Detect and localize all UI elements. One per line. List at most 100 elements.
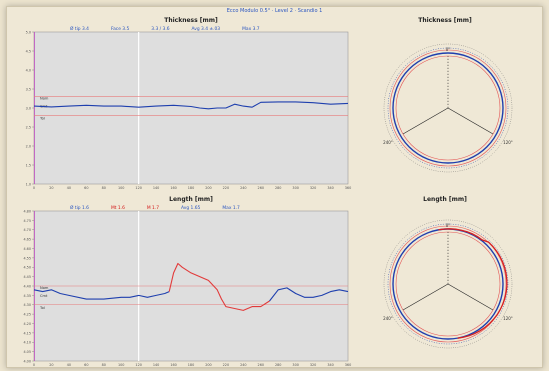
bottom-xtick-9: 180: [188, 363, 194, 367]
top-stat-4: Max 3.7: [242, 27, 260, 32]
top-xtick-6: 120: [135, 186, 141, 190]
bottom-xtick-3: 60: [84, 363, 88, 367]
top-ytick-1: 4.5: [26, 49, 31, 53]
top-ytick-7: 1.5: [26, 163, 31, 167]
top-ytick-2: 4.0: [26, 68, 31, 72]
top-tol-label-0: Nom: [40, 97, 49, 101]
bottom-ytick-0: 4.80: [23, 209, 31, 213]
top-stat-1: Face 3.5: [110, 27, 130, 32]
bottom-xtick-7: 140: [153, 363, 159, 367]
bottom-stat-0: Ø tip 1.6: [70, 206, 89, 211]
polar-thickness-outer-ring: [383, 43, 513, 173]
top-ytick-4: 3.0: [26, 106, 31, 110]
top-plot-area: [33, 31, 349, 185]
polar-length-deviation-arc: [438, 228, 508, 339]
top-xtick-9: 180: [188, 186, 194, 190]
bottom-xtick-10: 200: [205, 363, 211, 367]
bottom-ytick-4: 4.60: [23, 247, 31, 251]
top-xtick-17: 340: [327, 186, 333, 190]
bottom-ytick-12: 4.20: [23, 322, 31, 326]
top-xtick-18: 360: [345, 186, 351, 190]
bottom-tol-label-0: Nom: [40, 286, 49, 290]
top-stat-3: Avg 3.4 ±.03: [191, 27, 221, 32]
bottom-xtick-0: 0: [33, 363, 35, 367]
top-panel-title: Thickness [mm]: [164, 17, 218, 24]
bottom-ytick-16: 4.00: [23, 359, 31, 363]
polar-thickness-measured-outer: [387, 47, 509, 169]
bottom-xtick-1: 20: [49, 363, 53, 367]
polar-thickness-label-2: 120°: [503, 140, 513, 145]
bottom-ytick-13: 4.15: [23, 331, 31, 335]
bottom-ytick-8: 4.40: [23, 284, 31, 288]
top-ytick-0: 5.0: [26, 30, 31, 34]
bottom-xtick-5: 100: [118, 363, 124, 367]
bottom-tol-label-2: Tol: [39, 306, 45, 310]
polar-thickness-label-0: 0°: [446, 47, 451, 52]
polar-bottom-title: Length [mm]: [423, 196, 467, 203]
top-ytick-5: 2.5: [26, 125, 31, 129]
bottom-xtick-13: 260: [258, 363, 264, 367]
top-xtick-7: 140: [153, 186, 159, 190]
bottom-ytick-5: 4.55: [23, 256, 31, 260]
bottom-xtick-8: 160: [170, 363, 176, 367]
top-xtick-8: 160: [170, 186, 176, 190]
bottom-ytick-1: 4.75: [23, 219, 31, 223]
top-xtick-1: 20: [49, 186, 53, 190]
polar-thickness-measured-ring: [392, 52, 504, 164]
top-ytick-3: 3.5: [26, 87, 31, 91]
bottom-xtick-2: 40: [67, 363, 71, 367]
top-xtick-0: 0: [33, 186, 35, 190]
bottom-stat-2: M 1.7: [146, 206, 160, 211]
polar-length-spoke-120: [447, 283, 494, 311]
top-xtick-4: 80: [102, 186, 106, 190]
top-xtick-16: 320: [310, 186, 316, 190]
top-xtick-10: 200: [205, 186, 211, 190]
bottom-ytick-15: 4.05: [23, 350, 31, 354]
top-xtick-11: 220: [223, 186, 229, 190]
polar-length: 0° 240° 120°: [383, 219, 513, 349]
polar-length-measured-outer: [387, 223, 509, 345]
bottom-panel-title: Length [mm]: [169, 196, 213, 203]
bottom-stat-4: Max 1.7: [222, 206, 240, 211]
top-xtick-13: 260: [258, 186, 264, 190]
polar-top-title: Thickness [mm]: [418, 17, 472, 24]
header-text: Ecco Modulo 0.5° · Level 2 · Scandio 1: [226, 8, 323, 14]
top-xtick-5: 100: [118, 186, 124, 190]
top-stat-2: 3.3 / 3.6: [151, 27, 170, 32]
polar-thickness-label-1: 240°: [383, 140, 393, 145]
top-ytick-6: 2.0: [26, 144, 31, 148]
polar-length-label-1: 240°: [383, 316, 393, 321]
bottom-xtick-14: 280: [275, 363, 281, 367]
bottom-ytick-14: 4.10: [23, 341, 31, 345]
bottom-series-line-2: [269, 287, 349, 302]
bottom-ytick-3: 4.65: [23, 238, 31, 242]
bottom-tol-label-1: Cmt: [40, 294, 48, 298]
bottom-ytick-11: 4.25: [23, 313, 31, 317]
bottom-xtick-4: 80: [102, 363, 106, 367]
bottom-xtick-17: 340: [327, 363, 333, 367]
polar-length-outer-ring: [383, 219, 513, 349]
bottom-ytick-9: 4.35: [23, 294, 31, 298]
top-ytick-8: 1.0: [26, 182, 31, 186]
bottom-stat-3: Avg 1.65: [181, 206, 201, 211]
polar-length-label-0: 0°: [446, 223, 451, 228]
top-xtick-3: 60: [84, 186, 88, 190]
polar-length-label-2: 120°: [503, 316, 513, 321]
top-tol-label-2: Tol: [39, 117, 45, 121]
top-xtick-12: 240: [240, 186, 246, 190]
bottom-ytick-7: 4.45: [23, 275, 31, 279]
top-xtick-2: 40: [67, 186, 71, 190]
bottom-panel-stats: Ø tip 1.6 Mt 1.6 M 1.7 Avg 1.65 Max 1.7: [70, 206, 262, 211]
bottom-ytick-6: 4.50: [23, 266, 31, 270]
polar-length-tol-ring-outer: [389, 225, 507, 343]
polar-length-spoke-240: [402, 283, 449, 311]
polar-thickness-tol-ring-outer: [389, 49, 507, 167]
bottom-xtick-18: 360: [345, 363, 351, 367]
bottom-series-line-1: [168, 262, 270, 311]
top-panel-stats: Ø tip 3.4 Face 3.5 3.3 / 3.6 Avg 3.4 ±.03 Ma…: [70, 27, 282, 32]
top-series-line-0: [33, 101, 349, 110]
bottom-xtick-11: 220: [223, 363, 229, 367]
top-xtick-14: 280: [275, 186, 281, 190]
bottom-xtick-6: 120: [135, 363, 141, 367]
